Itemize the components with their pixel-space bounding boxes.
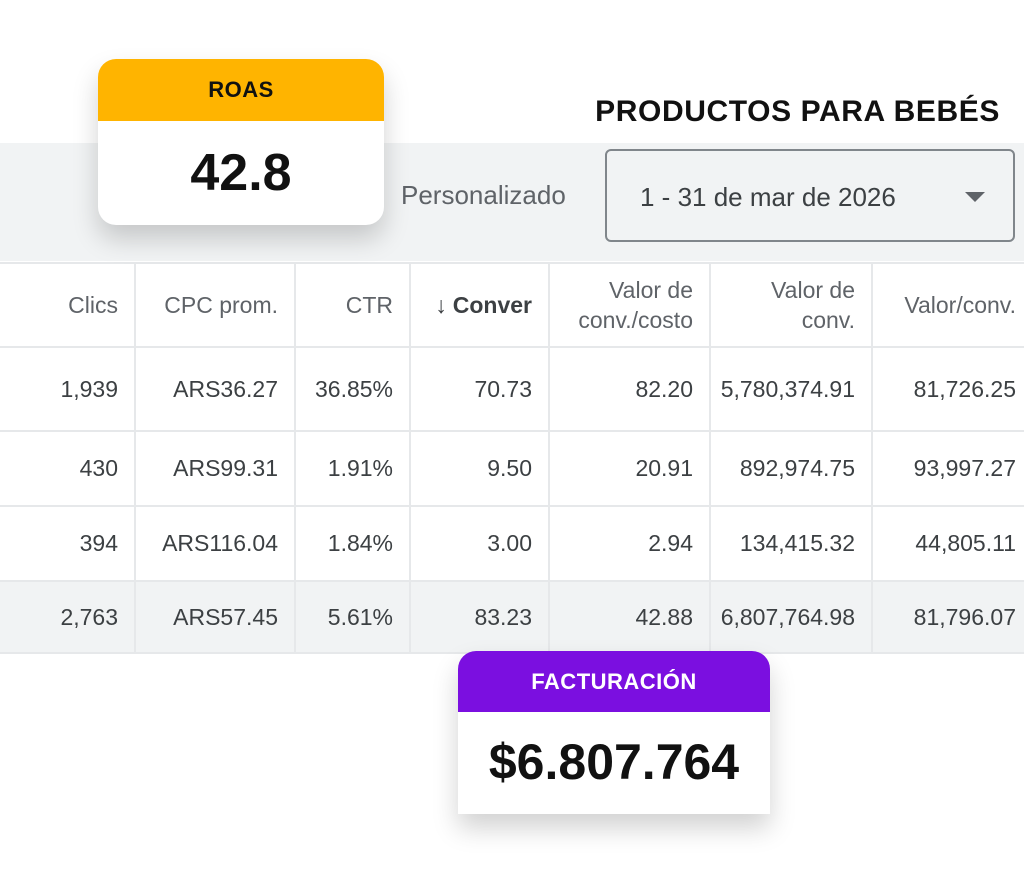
cell-valor-conv-costo: 82.20 xyxy=(548,346,711,432)
range-type-label: Personalizado xyxy=(401,180,566,210)
column-header-valor-conv[interactable]: Valor de conv. xyxy=(709,262,873,348)
cell-valor-por-conv: 44,805.11 xyxy=(871,505,1024,582)
roas-card: ROAS 42.8 xyxy=(98,59,384,225)
facturacion-card: FACTURACIÓN $6.807.764 xyxy=(458,651,770,814)
page-title: PRODUCTOS PARA BEBÉS xyxy=(595,95,1000,128)
total-valor-conv: 6,807,764.98 xyxy=(709,580,873,654)
cell-conversiones: 9.50 xyxy=(409,430,550,507)
total-clics: 2,763 xyxy=(0,580,136,654)
cell-ctr: 1.91% xyxy=(294,430,411,507)
column-header-clics[interactable]: Clics xyxy=(0,262,136,348)
cell-clics: 1,939 xyxy=(0,346,136,432)
facturacion-card-label: FACTURACIÓN xyxy=(458,651,770,712)
table-row[interactable]: 1,939 ARS36.27 36.85% 70.73 82.20 5,780,… xyxy=(0,346,1024,432)
cell-valor-conv: 5,780,374.91 xyxy=(709,346,873,432)
cell-valor-conv-costo: 20.91 xyxy=(548,430,711,507)
cell-valor-por-conv: 93,997.27 xyxy=(871,430,1024,507)
cell-cpc: ARS36.27 xyxy=(134,346,296,432)
column-header-label: Valor de conv. xyxy=(771,277,855,333)
cell-clics: 430 xyxy=(0,430,136,507)
chevron-down-icon xyxy=(965,192,985,202)
table-row[interactable]: 430 ARS99.31 1.91% 9.50 20.91 892,974.75… xyxy=(0,430,1024,507)
table-header-row: Clics CPC prom. CTR ↓ Conver Valor de con… xyxy=(0,262,1024,348)
metrics-table: Clics CPC prom. CTR ↓ Conver Valor de con… xyxy=(0,262,1024,654)
column-header-label: Valor de conv./costo xyxy=(578,277,693,333)
column-header-conversiones-label: Conver xyxy=(452,292,532,318)
roas-card-value: 42.8 xyxy=(190,144,292,202)
cell-valor-conv: 134,415.32 xyxy=(709,505,873,582)
cell-ctr: 36.85% xyxy=(294,346,411,432)
total-conversiones: 83.23 xyxy=(409,580,550,654)
arrow-down-icon: ↓ xyxy=(435,292,447,318)
total-valor-por-conv: 81,796.07 xyxy=(871,580,1024,654)
roas-card-label: ROAS xyxy=(98,59,384,121)
cell-valor-conv-costo: 2.94 xyxy=(548,505,711,582)
total-cpc: ARS57.45 xyxy=(134,580,296,654)
cell-clics: 394 xyxy=(0,505,136,582)
cell-conversiones: 3.00 xyxy=(409,505,550,582)
table-total-row: 2,763 ARS57.45 5.61% 83.23 42.88 6,807,7… xyxy=(0,580,1024,654)
cell-conversiones: 70.73 xyxy=(409,346,550,432)
cell-valor-por-conv: 81,726.25 xyxy=(871,346,1024,432)
cell-ctr: 1.84% xyxy=(294,505,411,582)
column-header-conversiones[interactable]: ↓ Conver xyxy=(409,262,550,348)
column-header-cpc[interactable]: CPC prom. xyxy=(134,262,296,348)
cell-valor-conv: 892,974.75 xyxy=(709,430,873,507)
facturacion-card-value: $6.807.764 xyxy=(488,734,740,790)
column-header-ctr[interactable]: CTR xyxy=(294,262,411,348)
column-header-valor-por-conv[interactable]: Valor/conv. xyxy=(871,262,1024,348)
table-row[interactable]: 394 ARS116.04 1.84% 3.00 2.94 134,415.32… xyxy=(0,505,1024,582)
cell-cpc: ARS99.31 xyxy=(134,430,296,507)
date-range-select[interactable]: 1 - 31 de mar de 2026 xyxy=(605,149,1015,242)
total-ctr: 5.61% xyxy=(294,580,411,654)
date-range-value: 1 - 31 de mar de 2026 xyxy=(640,182,896,212)
cell-cpc: ARS116.04 xyxy=(134,505,296,582)
column-header-valor-conv-costo[interactable]: Valor de conv./costo xyxy=(548,262,711,348)
total-valor-conv-costo: 42.88 xyxy=(548,580,711,654)
